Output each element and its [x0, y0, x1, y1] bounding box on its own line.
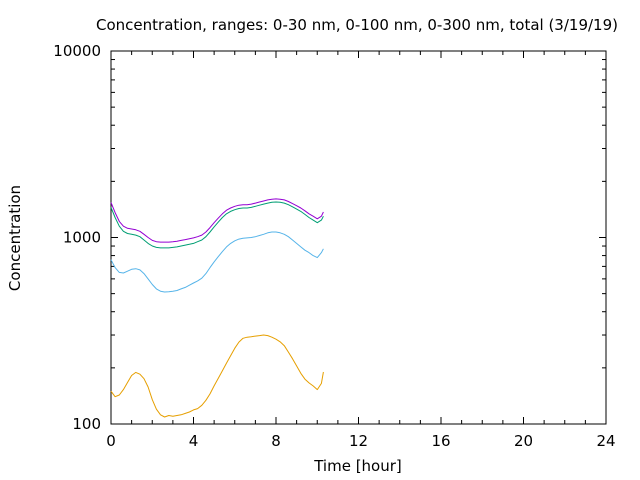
- y-axis-label: Concentration: [6, 185, 24, 291]
- x-tick-label: 20: [514, 432, 533, 450]
- x-tick-label: 4: [189, 432, 199, 450]
- data-series: [110, 198, 324, 418]
- x-axis-label: Time [hour]: [313, 457, 402, 475]
- axis-ticks: [110, 50, 607, 425]
- y-tick-label: 10000: [53, 42, 101, 60]
- series-line-4: [110, 198, 324, 243]
- chart-title: Concentration, ranges: 0-30 nm, 0-100 nm…: [96, 16, 618, 34]
- x-tick-label: 16: [431, 432, 450, 450]
- x-tick-label: 24: [596, 432, 615, 450]
- series-line-3: [110, 201, 324, 249]
- x-tick-label: 0: [106, 432, 116, 450]
- y-tick-label: 100: [72, 415, 101, 433]
- x-tick-label: 12: [349, 432, 368, 450]
- x-tick-label: 8: [271, 432, 281, 450]
- axis-tick-labels: 0 4 8 12 16 20 24 100 1000 10000: [53, 42, 615, 450]
- plot-area-border: [110, 50, 607, 425]
- series-line-2: [110, 231, 324, 293]
- y-tick-label: 1000: [63, 229, 101, 247]
- series-line-1: [110, 334, 324, 418]
